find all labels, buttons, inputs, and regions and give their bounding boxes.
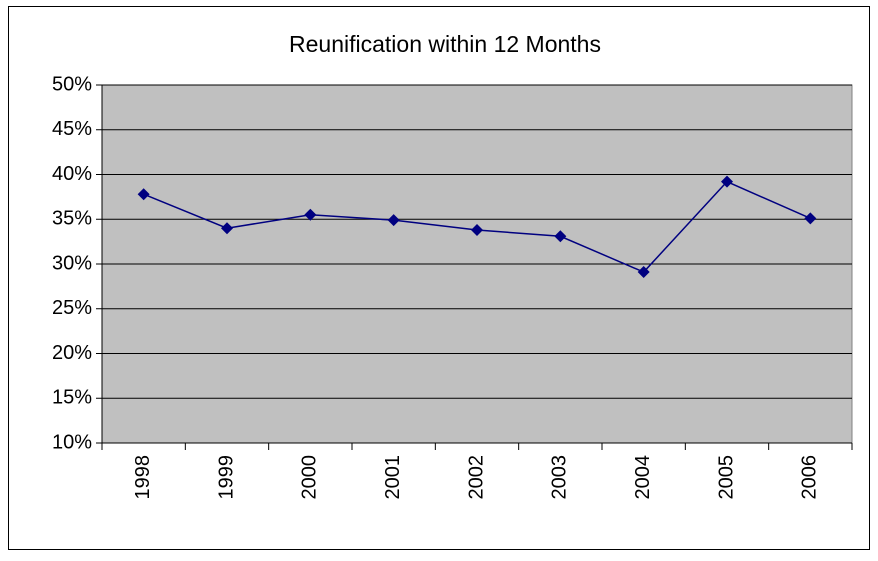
y-tick-label: 15%: [52, 387, 92, 409]
y-tick-label: 40%: [52, 163, 92, 185]
x-tick-label: 2003: [549, 455, 571, 500]
marker: [304, 208, 317, 221]
x-tick-label: 2005: [715, 455, 737, 500]
x-tick-label: 2004: [632, 455, 654, 500]
marker: [804, 212, 817, 225]
marker: [721, 175, 733, 188]
chart-title: Reunification within 12 Months: [289, 31, 601, 57]
marker: [137, 188, 150, 201]
y-tick-label: 25%: [52, 297, 92, 319]
marker: [387, 214, 400, 227]
marker: [554, 230, 567, 243]
y-tick-label: 50%: [52, 73, 92, 95]
x-tick-label: 2006: [799, 455, 821, 500]
x-tick-label: 2000: [299, 455, 321, 500]
marker: [637, 266, 650, 279]
y-tick-label: 10%: [52, 431, 92, 453]
y-tick-label: 20%: [52, 342, 92, 364]
x-tick-label: 2002: [465, 455, 487, 500]
marker: [221, 222, 233, 235]
y-tick-label: 45%: [52, 118, 92, 140]
marker: [471, 223, 483, 236]
x-tick-label: 2001: [382, 455, 404, 500]
y-tick-label: 30%: [52, 252, 92, 274]
x-tick-label: 1999: [215, 455, 237, 500]
y-tick-label: 35%: [52, 208, 92, 230]
x-tick-label: 1998: [132, 455, 154, 500]
